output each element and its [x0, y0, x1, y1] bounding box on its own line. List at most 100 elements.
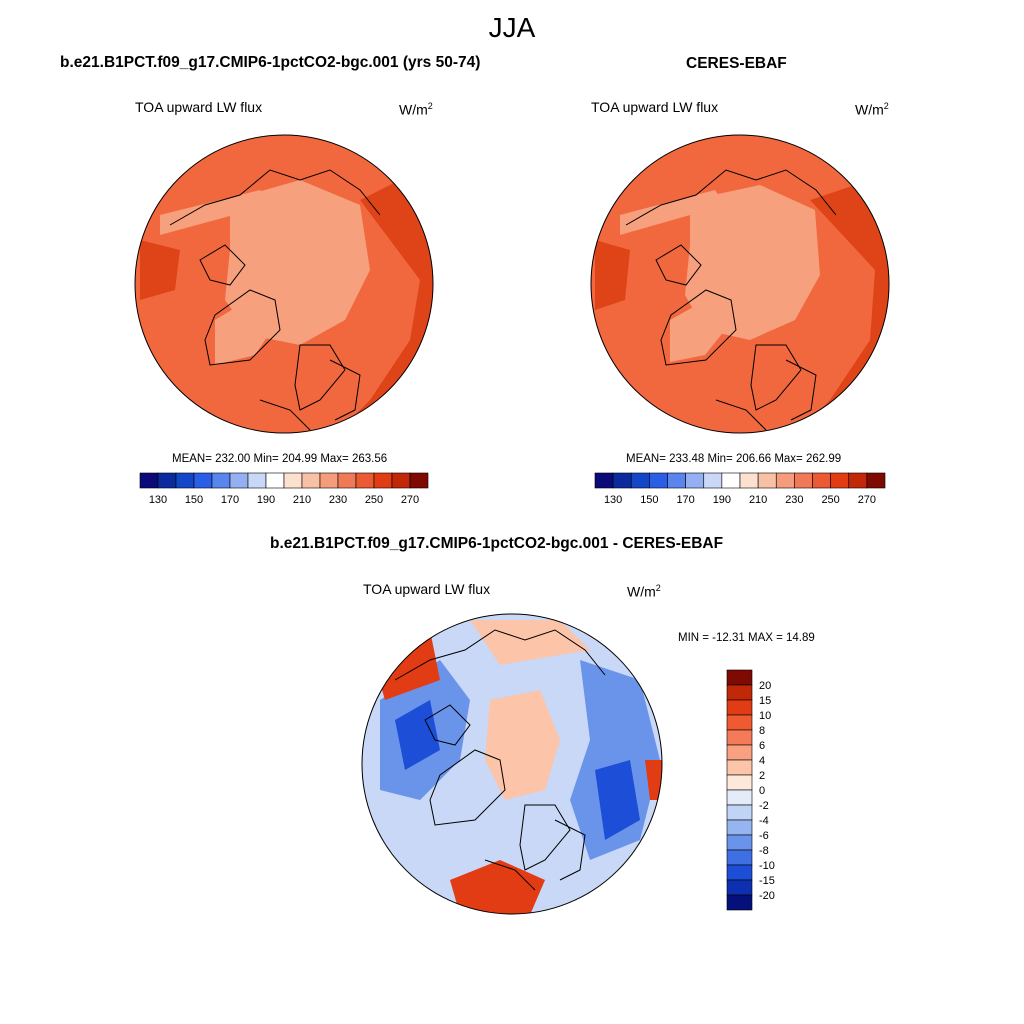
colorbar-box	[319, 472, 339, 489]
map-model-border	[134, 134, 434, 434]
map-obs-siberia-band	[620, 190, 725, 235]
colorbar-tick-label: 210	[293, 494, 311, 506]
colorbar-box	[726, 729, 753, 746]
colorbar-box	[685, 472, 705, 489]
colorbar-box	[726, 744, 753, 761]
colorbar-box	[265, 472, 285, 489]
panel-obs-stats: MEAN= 233.48 Min= 206.66 Max= 262.99	[626, 453, 842, 465]
units-exponent: 2	[883, 101, 889, 111]
colorbar-box	[157, 472, 177, 489]
colorbar-box	[373, 472, 393, 489]
colorbar-box	[726, 669, 753, 686]
colorbar-box	[703, 472, 723, 489]
colorbar-box	[726, 819, 753, 836]
colorbar-tick-label: 250	[821, 494, 839, 506]
map-model-warm-region	[140, 240, 180, 300]
panel-diff-stats: MIN = -12.31 MAX = 14.89	[678, 632, 815, 644]
colorbar-tick-label: 270	[858, 494, 876, 506]
map-model	[135, 135, 433, 433]
map-model-coastline	[169, 169, 381, 431]
colorbar-box	[848, 472, 868, 489]
colorbar-box	[726, 714, 753, 731]
colorbar-tick-label: 170	[221, 494, 239, 506]
colorbar-box	[391, 472, 411, 489]
colorbar-tick-label: 190	[257, 494, 275, 506]
colorbar-tick-label: 150	[640, 494, 658, 506]
colorbar-box	[775, 472, 795, 489]
colorbar-tick-label: 170	[676, 494, 694, 506]
colorbar-box	[721, 472, 741, 489]
colorbar-box	[726, 759, 753, 776]
map-diff-arctic-positive	[485, 690, 560, 800]
colorbar-tick-label: 150	[185, 494, 203, 506]
units-base: W/m	[627, 583, 656, 600]
colorbar-tick-label: -20	[759, 890, 775, 902]
colorbar-box	[612, 472, 632, 489]
map-diff	[362, 614, 662, 914]
panel-diff-units: W/m2	[627, 583, 661, 600]
colorbar-box	[726, 774, 753, 791]
units-base: W/m	[855, 101, 884, 118]
colorbar-tick-label: -4	[759, 815, 769, 827]
map-obs-greenland-region	[670, 295, 725, 362]
colorbar-box	[247, 472, 267, 489]
map-diff-coastline	[394, 629, 606, 891]
colorbar-box	[726, 849, 753, 866]
colorbar-box	[229, 472, 249, 489]
colorbar-box	[739, 472, 759, 489]
colorbar-box	[594, 472, 614, 489]
colorbar-box	[409, 472, 429, 489]
colorbar-box	[866, 472, 886, 489]
colorbar-box	[812, 472, 831, 489]
map-model-siberia-band	[160, 190, 270, 235]
panel-obs-title: CERES-EBAF	[686, 55, 787, 72]
panel-obs-units: W/m2	[855, 101, 889, 118]
colorbar-tick-label: 15	[759, 695, 771, 707]
panel-model-stats: MEAN= 232.00 Min= 204.99 Max= 263.56	[172, 453, 388, 465]
colorbar-box	[830, 472, 850, 489]
colorbar-tick-label: 10	[759, 710, 771, 722]
colorbar-tick-label: 8	[759, 725, 765, 737]
panel-diff-variable: TOA upward LW flux	[363, 581, 491, 597]
figure-title: JJA	[488, 12, 536, 43]
colorbar-obs: 130 150 170 190 210 230 250 270	[594, 472, 886, 506]
colorbar-box	[794, 472, 813, 489]
colorbar-box	[175, 472, 195, 489]
colorbar-box	[301, 472, 321, 489]
map-diff-positive-region	[450, 860, 545, 914]
colorbar-tick-label: 230	[785, 494, 803, 506]
colorbar-tick-label: 2	[759, 770, 765, 782]
colorbar-box	[726, 894, 753, 911]
colorbar-box	[726, 834, 753, 851]
colorbar-box	[726, 789, 753, 806]
map-obs-coastline	[625, 169, 837, 431]
colorbar-box	[630, 472, 650, 489]
colorbar-box	[649, 472, 668, 489]
units-base: W/m	[399, 101, 428, 118]
colorbar-tick-label: -10	[759, 860, 775, 872]
colorbar-box	[726, 864, 753, 881]
colorbar-tick-label: 20	[759, 680, 771, 692]
panel-model-variable: TOA upward LW flux	[135, 99, 263, 115]
colorbar-box	[283, 472, 303, 489]
panel-obs-variable: TOA upward LW flux	[591, 99, 719, 115]
units-exponent: 2	[655, 583, 661, 593]
units-exponent: 2	[427, 101, 433, 111]
map-obs-arctic-region	[685, 185, 820, 340]
colorbar-tick-label: 250	[365, 494, 383, 506]
panel-model-title: b.e21.B1PCT.f09_g17.CMIP6-1pctCO2-bgc.00…	[60, 54, 481, 71]
colorbar-tick-label: 210	[749, 494, 767, 506]
colorbar-box	[726, 804, 753, 821]
colorbar-box	[667, 472, 686, 489]
colorbar-tick-label: -2	[759, 800, 769, 812]
colorbar-box	[337, 472, 357, 489]
colorbar-tick-label: 130	[604, 494, 622, 506]
colorbar-tick-label: 0	[759, 785, 765, 797]
colorbar-box	[193, 472, 213, 489]
colorbar-box	[726, 699, 753, 716]
map-model-greenland-region	[215, 290, 275, 365]
colorbar-box	[726, 684, 753, 701]
panel-diff-title: b.e21.B1PCT.f09_g17.CMIP6-1pctCO2-bgc.00…	[270, 535, 724, 552]
colorbar-box	[211, 472, 231, 489]
